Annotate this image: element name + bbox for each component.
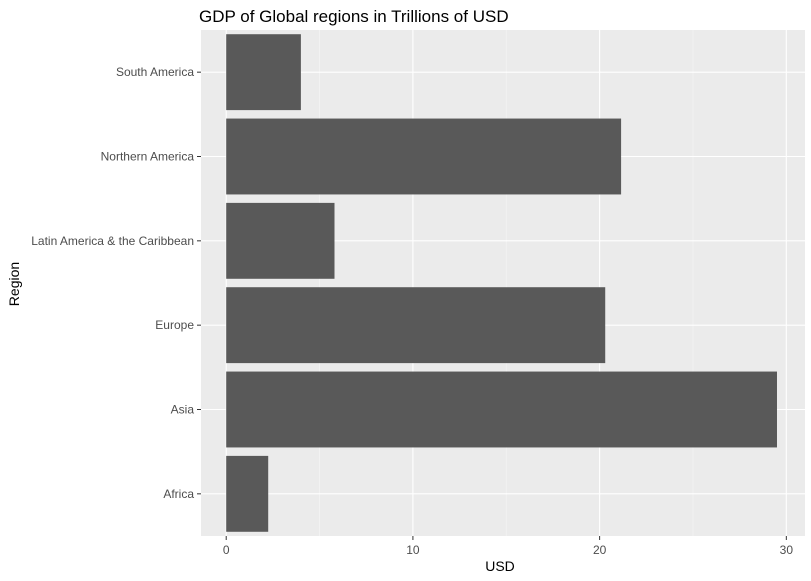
chart-title: GDP of Global regions in Trillions of US… <box>199 7 509 26</box>
x-tick-label: 0 <box>223 543 230 557</box>
y-axis-title: Region <box>6 262 22 306</box>
axes: Africa Asia Europe Latin America & the Cari… <box>31 65 793 557</box>
x-tick-label: 20 <box>593 543 607 557</box>
bar <box>226 202 335 279</box>
plot-panel <box>201 30 805 536</box>
bars <box>226 34 777 532</box>
y-tick-label: South America <box>116 65 194 79</box>
bar <box>226 287 606 364</box>
bar <box>226 455 269 532</box>
y-tick-label: Europe <box>155 318 194 332</box>
bar <box>226 371 777 448</box>
x-tick-label: 30 <box>780 543 794 557</box>
x-axis-title: USD <box>485 558 515 574</box>
y-tick-label: Africa <box>163 487 194 501</box>
y-tick-label: Asia <box>171 403 195 417</box>
bar <box>226 34 301 111</box>
y-tick-label: Latin America & the Caribbean <box>31 234 194 248</box>
bar <box>226 118 622 195</box>
y-tick-label: Northern America <box>101 150 195 164</box>
x-tick-label: 10 <box>406 543 420 557</box>
